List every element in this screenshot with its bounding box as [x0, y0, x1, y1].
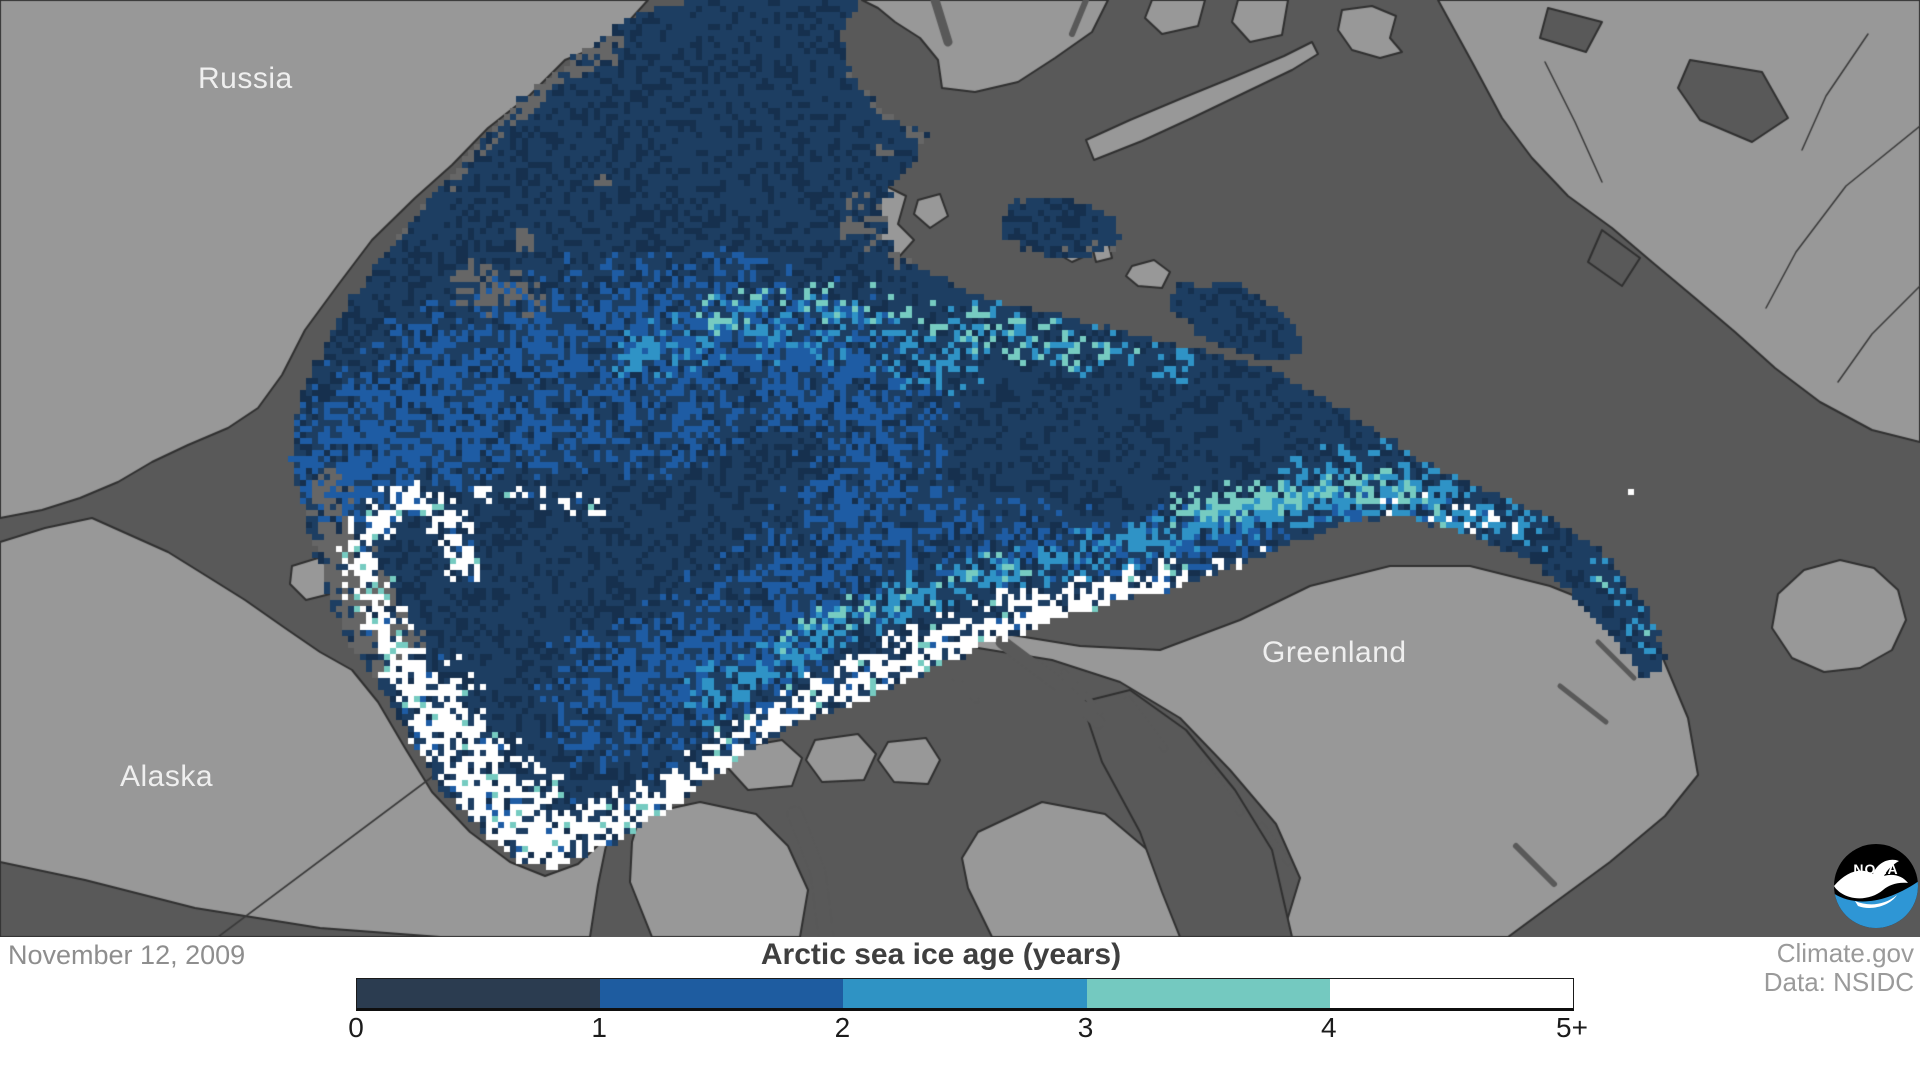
legend-tick-1: 1: [591, 1012, 607, 1043]
noaa-logo: NOAA: [1834, 844, 1918, 928]
noaa-seagull-icon: [1834, 859, 1908, 899]
map-label-russia: Russia: [198, 62, 293, 95]
legend-segment-0: [357, 979, 601, 1008]
map-date: November 12, 2009: [8, 940, 246, 970]
legend-segment-1: [600, 979, 844, 1008]
legend-tick-3: 3: [1077, 1012, 1094, 1043]
map-label-alaska: Alaska: [120, 760, 214, 793]
credit-data: Data: NSIDC: [1763, 967, 1914, 997]
legend-tick-2: 2: [834, 1012, 851, 1043]
map-label-greenland: Greenland: [1262, 636, 1407, 669]
noaa-logo-text: NOAA: [1853, 861, 1898, 877]
legend-color-bar: [356, 978, 1574, 1011]
legend-tick-0: 0: [348, 1012, 364, 1043]
credit-source: Climate.gov: [1776, 938, 1914, 968]
legend-tick-5+: 5+: [1556, 1012, 1588, 1043]
legend-title: Arctic sea ice age (years): [760, 938, 1122, 971]
legend-segment-4: [1329, 979, 1574, 1008]
legend-segment-3: [1086, 979, 1330, 1008]
credits: Climate.gov Data: NSIDC: [1764, 939, 1914, 997]
noaa-seagull-wing: [1855, 895, 1897, 908]
legend-tick-4: 4: [1321, 1012, 1337, 1043]
legend-segment-2: [843, 979, 1087, 1008]
arctic-map-canvas: [0, 0, 1920, 937]
